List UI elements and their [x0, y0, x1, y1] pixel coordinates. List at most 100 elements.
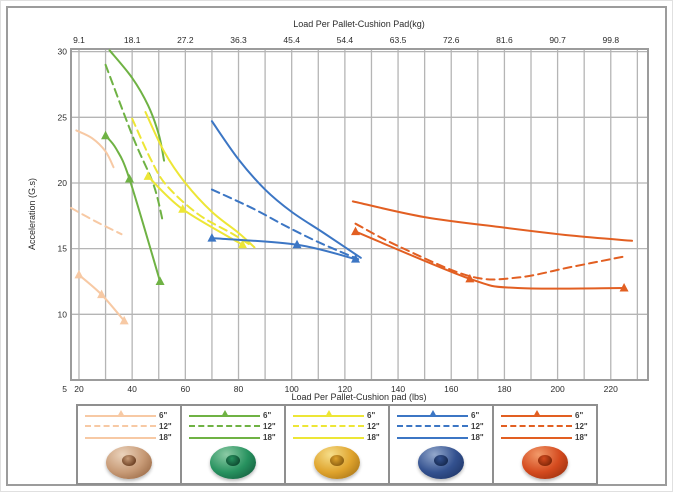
svg-text:200: 200	[551, 384, 565, 394]
marker-triangle-icon	[324, 409, 333, 417]
legend-entry-label: 12"	[471, 422, 484, 431]
legend-entry-label: 12"	[367, 422, 380, 431]
cushion-donut-image-green	[210, 446, 256, 479]
series-yellow-12in	[131, 117, 253, 248]
series-green-18in	[108, 49, 166, 162]
marker-triangle-icon	[292, 239, 302, 249]
svg-text:63.5: 63.5	[390, 35, 407, 45]
legend-entry-orange-6in: 6"	[501, 409, 589, 421]
marker-triangle-icon	[207, 233, 217, 242]
series-yellow-6in	[143, 171, 248, 249]
series-blue-12in	[210, 188, 360, 261]
marker-triangle-icon	[428, 409, 437, 417]
series-yellow-18in	[144, 111, 256, 249]
legend-entry-green-18in: 18"	[189, 432, 277, 443]
legend-group-peach: 6" 12" 18"	[78, 406, 180, 483]
legend-entry-label: 12"	[159, 422, 172, 431]
bottom-axis-title: Load Per Pallet-Cushion pad (lbs)	[291, 392, 427, 402]
svg-text:60: 60	[181, 384, 191, 394]
marker-triangle-icon	[155, 276, 165, 285]
legend-entry-label: 6"	[575, 411, 584, 420]
legend-entry-label: 18"	[471, 433, 484, 442]
donut-hole	[434, 455, 448, 466]
series-green-6in	[101, 130, 165, 285]
svg-text:100: 100	[285, 384, 299, 394]
donut-hole	[330, 455, 344, 466]
legend-entry-orange-18in: 18"	[501, 432, 589, 443]
tick-labels: 9.1 18.1 27.2 36.3 45.4 54.4 63.5 72.6 81.6 90.7 9…	[58, 35, 620, 394]
donut-hole	[122, 455, 136, 466]
svg-text:18.1: 18.1	[124, 35, 141, 45]
gridlines	[71, 49, 648, 380]
legend-group-blue: 6" 12" 18"	[388, 406, 492, 483]
marker-triangle-icon	[101, 130, 111, 140]
legend-entry-orange-12in: 12"	[501, 421, 589, 432]
legend-entry-label: 12"	[575, 422, 588, 431]
svg-text:90.7: 90.7	[549, 35, 566, 45]
legend-entry-green-6in: 6"	[189, 409, 277, 421]
svg-text:30: 30	[58, 47, 68, 57]
legend-entry-label: 6"	[159, 411, 168, 420]
svg-text:140: 140	[391, 384, 405, 394]
legend-entry-label: 6"	[471, 411, 480, 420]
plot-frame	[70, 48, 649, 381]
legend-entry-label: 18"	[159, 433, 172, 442]
legend-entry-label: 6"	[367, 411, 376, 420]
marker-triangle-icon	[124, 174, 134, 183]
series-peach-18in	[75, 129, 115, 169]
series-green-12in	[104, 63, 164, 223]
svg-text:72.6: 72.6	[443, 35, 460, 45]
chart-plot: 9.1 18.1 27.2 36.3 45.4 54.4 63.5 72.6 81.6 90.7 9…	[58, 35, 649, 394]
svg-text:5: 5	[62, 384, 67, 394]
marker-triangle-icon	[74, 269, 84, 279]
legend-entry-yellow-12in: 12"	[293, 421, 381, 432]
series-blue-18in	[210, 120, 362, 259]
marker-triangle-icon	[220, 409, 229, 417]
series-peach-6in	[74, 269, 129, 325]
legend-group-orange: 6" 12" 18"	[492, 406, 596, 483]
donut-hole	[538, 455, 552, 466]
cushion-donut-image-yellow	[314, 446, 360, 479]
legend-entry-yellow-18in: 18"	[293, 432, 381, 443]
svg-text:80: 80	[234, 384, 244, 394]
legend-entry-green-12in: 12"	[189, 421, 277, 432]
svg-text:45.4: 45.4	[283, 35, 300, 45]
legend: 6" 12" 18" 6" 12" 18" 6" 12" 18" 6" 12" 18" 6" 12" 18"	[76, 404, 598, 485]
legend-entry-label: 6"	[263, 411, 272, 420]
marker-triangle-icon	[532, 409, 541, 417]
marker-triangle-icon	[465, 273, 475, 283]
svg-text:20: 20	[58, 178, 68, 188]
cushion-donut-image-blue	[418, 446, 464, 479]
svg-text:40: 40	[127, 384, 137, 394]
legend-entry-label: 18"	[367, 433, 380, 442]
marker-triangle-icon	[619, 283, 629, 292]
svg-text:15: 15	[58, 244, 68, 254]
legend-entry-peach-12in: 12"	[85, 421, 173, 432]
marker-triangle-icon	[116, 409, 125, 417]
legend-entry-blue-18in: 18"	[397, 432, 485, 443]
legend-entry-label: 18"	[575, 433, 588, 442]
top-axis-title: Load Per Pallet-Cushion Pad(kg)	[293, 19, 425, 29]
series-peach-12in	[70, 206, 123, 236]
svg-text:10: 10	[58, 309, 68, 319]
legend-group-yellow: 6" 12" 18"	[284, 406, 388, 483]
marker-triangle-icon	[143, 171, 153, 180]
series-orange-18in	[351, 200, 634, 242]
cushion-donut-image-peach	[106, 446, 152, 479]
svg-text:120: 120	[338, 384, 352, 394]
legend-entry-label: 18"	[263, 433, 276, 442]
legend-entry-blue-6in: 6"	[397, 409, 485, 421]
svg-text:25: 25	[58, 112, 68, 122]
series-orange-12in	[354, 222, 626, 281]
svg-text:20: 20	[74, 384, 84, 394]
marker-triangle-icon	[178, 204, 188, 213]
marker-triangle-icon	[238, 239, 248, 249]
svg-text:160: 160	[444, 384, 458, 394]
svg-text:9.1: 9.1	[73, 35, 85, 45]
marker-triangle-icon	[97, 289, 107, 299]
svg-text:180: 180	[497, 384, 511, 394]
y-axis-title: Acceleration (G.s)	[27, 177, 37, 251]
svg-text:81.6: 81.6	[496, 35, 513, 45]
legend-entry-label: 12"	[263, 422, 276, 431]
